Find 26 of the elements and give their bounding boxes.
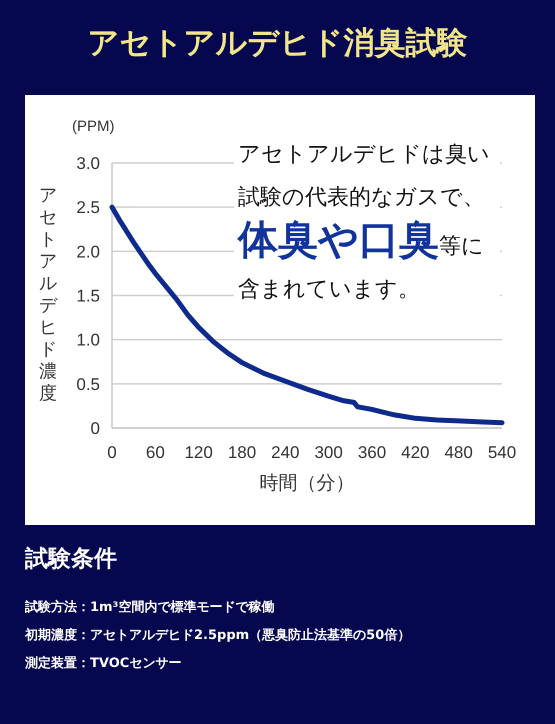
x-tick-label: 300 [314,443,343,462]
text: 初期濃度：アセトアルデヒド2.5ppm（悪臭防止法基準の50倍） [25,626,410,644]
text: 試験条件 [25,545,117,574]
text: (PPM) [72,118,114,135]
y-tick-label: 0.5 [76,374,100,394]
x-tick-label: 180 [228,443,256,462]
y-tick-label: 1.0 [76,330,100,350]
x-tick-label: 0 [107,443,117,462]
text: 測定装置：TVOCセンサー [25,654,182,672]
x-axis-title: 時間（分） [258,471,356,496]
y-tick-label: 2.0 [76,242,100,262]
x-tick-label: 120 [184,443,213,462]
x-tick-label: 240 [271,443,300,462]
text: アセトアルデヒド濃度 [39,185,57,404]
x-tick-label: 60 [146,443,165,462]
y-tick-label: 1.5 [76,286,100,306]
y-tick-label: 2.5 [76,198,100,218]
x-tick-label: 360 [358,443,386,462]
y-tick-label: 0 [90,419,100,438]
chart-title: アセトアルデヒド消臭試験 [86,24,468,63]
annotation: アセトアルデヒドは臭い試験の代表的なガスで、体臭や口臭等に含まれています。 [234,133,500,311]
text: 試験方法：1m³空間内で標準モードで稼働 [25,598,274,616]
y-tick-label: 3.0 [76,154,100,173]
x-tick-label: 480 [444,443,473,462]
x-tick-label: 540 [488,443,516,462]
x-tick-label: 420 [401,443,430,462]
